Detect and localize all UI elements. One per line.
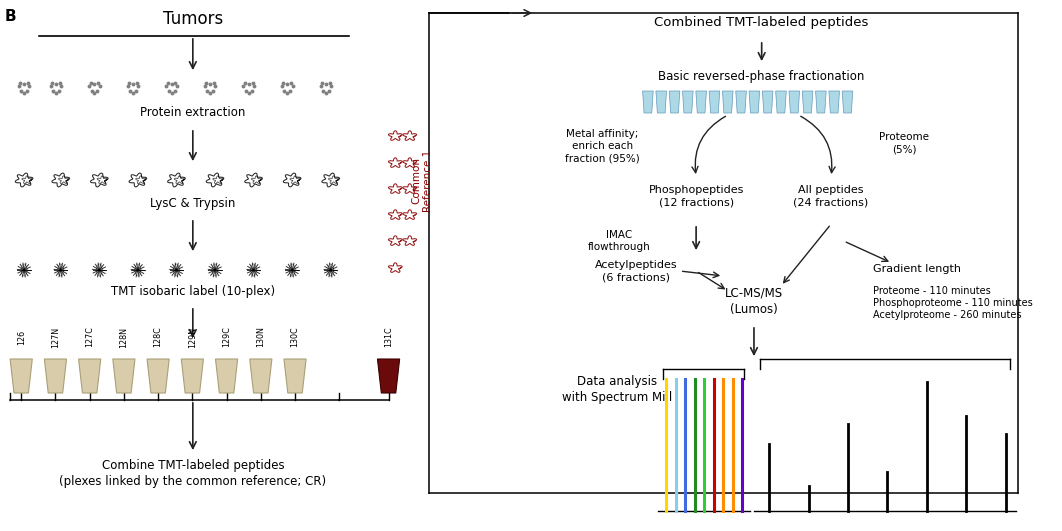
Polygon shape <box>802 91 812 113</box>
Polygon shape <box>828 91 839 113</box>
Text: 129N: 129N <box>188 327 196 348</box>
Polygon shape <box>284 359 306 393</box>
Text: All peptides
(24 fractions): All peptides (24 fractions) <box>793 185 869 207</box>
Text: Basic reversed-phase fractionation: Basic reversed-phase fractionation <box>658 71 864 83</box>
Text: 127N: 127N <box>51 327 59 348</box>
Text: Protein extraction: Protein extraction <box>140 107 245 119</box>
Polygon shape <box>377 359 399 393</box>
Text: 127C: 127C <box>85 327 95 347</box>
Polygon shape <box>147 359 169 393</box>
Polygon shape <box>182 359 204 393</box>
Text: Metal affinity;
enrich each
fraction (95%): Metal affinity; enrich each fraction (95… <box>565 129 640 164</box>
Text: LC-MS/MS
(Lumos): LC-MS/MS (Lumos) <box>725 287 783 315</box>
Text: LysC & Trypsin: LysC & Trypsin <box>150 196 236 210</box>
Text: B: B <box>5 9 16 24</box>
Polygon shape <box>11 359 32 393</box>
Polygon shape <box>683 91 693 113</box>
Polygon shape <box>722 91 733 113</box>
Text: 131C: 131C <box>384 327 393 347</box>
Text: Proteome
(5%): Proteome (5%) <box>879 132 929 154</box>
Text: 130C: 130C <box>291 327 299 347</box>
Polygon shape <box>696 91 706 113</box>
Polygon shape <box>656 91 667 113</box>
Text: Phosphopeptides
(12 fractions): Phosphopeptides (12 fractions) <box>649 185 743 207</box>
Text: 128C: 128C <box>154 327 162 347</box>
Polygon shape <box>643 91 653 113</box>
Text: Proteome - 110 minutes
Phosphoproteome - 110 minutes
Acetylproteome - 260 minute: Proteome - 110 minutes Phosphoproteome -… <box>873 286 1032 320</box>
Text: 129C: 129C <box>222 327 232 347</box>
Text: 126: 126 <box>17 329 25 345</box>
Text: Acetylpeptides
(6 fractions): Acetylpeptides (6 fractions) <box>595 260 678 282</box>
Polygon shape <box>736 91 747 113</box>
Polygon shape <box>842 91 853 113</box>
Text: Combine TMT-labeled peptides
(plexes linked by the common reference; CR): Combine TMT-labeled peptides (plexes lin… <box>59 458 326 487</box>
Text: 130N: 130N <box>256 327 266 347</box>
Text: IMAC
flowthrough: IMAC flowthrough <box>587 230 650 252</box>
Text: Gradient length: Gradient length <box>873 264 960 274</box>
Polygon shape <box>669 91 680 113</box>
Polygon shape <box>45 359 67 393</box>
Polygon shape <box>816 91 826 113</box>
Text: Tumors: Tumors <box>162 10 223 28</box>
Polygon shape <box>789 91 800 113</box>
Text: Common
Reference 1: Common Reference 1 <box>411 150 433 212</box>
Polygon shape <box>79 359 101 393</box>
Text: Data analysis
with Spectrum Mill: Data analysis with Spectrum Mill <box>562 374 672 404</box>
Text: TMT isobaric label (10-plex): TMT isobaric label (10-plex) <box>110 285 275 297</box>
Polygon shape <box>113 359 135 393</box>
Polygon shape <box>749 91 759 113</box>
Polygon shape <box>250 359 272 393</box>
Polygon shape <box>216 359 238 393</box>
Text: Combined TMT-labeled peptides: Combined TMT-labeled peptides <box>654 16 869 30</box>
Polygon shape <box>775 91 786 113</box>
Text: 128N: 128N <box>119 327 129 347</box>
Polygon shape <box>709 91 720 113</box>
Polygon shape <box>763 91 773 113</box>
